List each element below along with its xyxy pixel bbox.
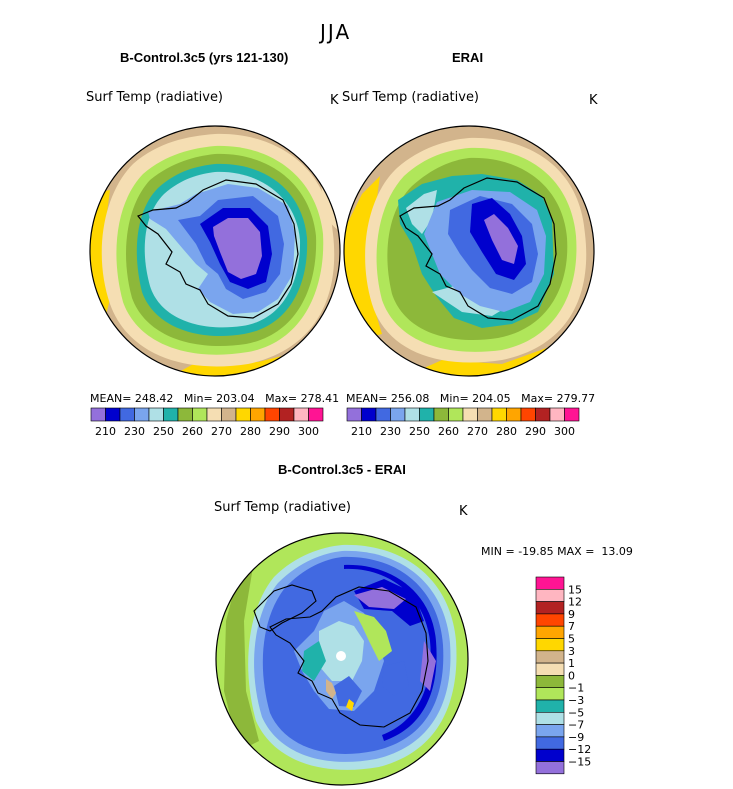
colorbar-swatch xyxy=(346,407,362,422)
colorbar-swatch xyxy=(433,407,449,422)
colorbar-tick-label: 280 xyxy=(496,425,517,438)
colorbar-swatch xyxy=(477,407,493,422)
colorbar-swatch xyxy=(264,407,280,422)
colorbar-swatch xyxy=(404,407,420,422)
colorbar-tick-label: 280 xyxy=(240,425,261,438)
obs-variable-name: Surf Temp (radiative) xyxy=(342,90,480,105)
colorbar-swatch xyxy=(535,589,565,602)
colorbar-tick-label: −12 xyxy=(568,743,591,756)
colorbar-swatch xyxy=(419,407,435,422)
diff-variable-name: Surf Temp (radiative) xyxy=(214,500,352,515)
colorbar-swatch xyxy=(462,407,478,422)
colorbar-swatch xyxy=(535,613,565,627)
colorbar-swatch xyxy=(520,407,536,422)
colorbar-swatch xyxy=(293,407,309,422)
colorbar-swatch xyxy=(535,687,565,701)
diff-polar-map xyxy=(215,532,469,786)
colorbar-swatch xyxy=(235,407,251,422)
colorbar-swatch xyxy=(535,407,551,422)
colorbar-swatch xyxy=(535,601,565,615)
colorbar-swatch xyxy=(279,407,295,422)
model-variable-name: Surf Temp (radiative) xyxy=(86,90,224,105)
colorbar-swatch xyxy=(206,407,222,422)
obs-polar-map xyxy=(343,125,595,377)
colorbar-swatch xyxy=(177,407,193,422)
colorbar-swatch xyxy=(549,407,565,422)
colorbar-swatch xyxy=(535,712,565,725)
obs-panel-title: ERAI xyxy=(452,50,484,65)
colorbar-tick-label: 260 xyxy=(438,425,459,438)
colorbar-tick-label: −9 xyxy=(568,731,584,744)
colorbar-tick-label: 260 xyxy=(182,425,203,438)
colorbar-tick-label: −1 xyxy=(568,682,584,695)
diff-panel-title: B-Control.3c5 - ERAI xyxy=(278,462,406,477)
colorbar-swatch xyxy=(535,699,565,713)
colorbar-tick-label: −3 xyxy=(568,694,584,707)
colorbar-swatch xyxy=(390,407,406,422)
colorbar-swatch xyxy=(361,407,377,422)
colorbar-swatch xyxy=(506,407,522,422)
colorbar-swatch xyxy=(90,407,106,422)
colorbar-tick-label: 3 xyxy=(568,645,575,658)
model-stats: MEAN= 248.42 Min= 203.04 Max= 278.41 xyxy=(90,392,340,405)
colorbar-tick-label: −5 xyxy=(568,706,584,719)
colorbar-swatch xyxy=(221,407,237,422)
colorbar-swatch xyxy=(535,736,565,750)
colorbar-swatch xyxy=(250,407,266,422)
model-panel-title: B-Control.3c5 (yrs 121-130) xyxy=(120,50,289,65)
colorbar-swatch xyxy=(148,407,164,422)
colorbar-tick-label: 290 xyxy=(269,425,290,438)
colorbar-tick-label: 9 xyxy=(568,608,575,621)
colorbar-tick-label: 210 xyxy=(95,425,116,438)
season-title: JJA xyxy=(320,20,352,44)
colorbar-swatch xyxy=(535,638,565,652)
colorbar-swatch xyxy=(535,650,565,664)
colorbar-swatch xyxy=(535,625,565,639)
diff-units: K xyxy=(459,504,468,519)
obs-units: K xyxy=(589,93,598,108)
colorbar-swatch xyxy=(535,675,565,689)
colorbar-swatch xyxy=(535,761,565,775)
colorbar-swatch xyxy=(105,407,121,422)
colorbar-tick-label: 15 xyxy=(568,583,582,596)
colorbar-swatch xyxy=(119,407,135,422)
obs-stats: MEAN= 256.08 Min= 204.05 Max= 279.77 xyxy=(346,392,596,405)
colorbar-tick-label: 300 xyxy=(554,425,575,438)
diff-stats: MIN = -19.85 MAX = 13.09 xyxy=(481,545,633,558)
colorbar-tick-label: 12 xyxy=(568,596,582,609)
colorbar-swatch xyxy=(448,407,464,422)
model-units: K xyxy=(330,93,339,108)
colorbar-tick-label: −7 xyxy=(568,719,584,732)
model-colorbar: 210 230 250 260 270 280 290 300 xyxy=(90,407,324,438)
colorbar-tick-label: 5 xyxy=(568,633,575,646)
model-polar-map xyxy=(89,125,341,377)
colorbar-tick-label: 0 xyxy=(568,669,575,682)
colorbar-tick-label: 230 xyxy=(380,425,401,438)
obs-colorbar: 210 230 250 260 270 280 290 300 xyxy=(346,407,580,438)
colorbar-tick-label: 270 xyxy=(467,425,488,438)
colorbar-tick-label: 250 xyxy=(153,425,174,438)
colorbar-tick-label: 210 xyxy=(351,425,372,438)
colorbar-swatch xyxy=(535,662,565,676)
colorbar-swatch xyxy=(308,407,324,422)
colorbar-swatch xyxy=(535,724,565,738)
colorbar-tick-label: 300 xyxy=(298,425,319,438)
colorbar-tick-label: −15 xyxy=(568,756,591,769)
colorbar-swatch xyxy=(134,407,150,422)
colorbar-tick-label: 7 xyxy=(568,620,575,633)
colorbar-tick-label: 270 xyxy=(211,425,232,438)
colorbar-swatch xyxy=(192,407,208,422)
colorbar-swatch xyxy=(535,576,565,590)
colorbar-swatch xyxy=(491,407,507,422)
colorbar-tick-label: 230 xyxy=(124,425,145,438)
colorbar-swatch xyxy=(535,748,565,762)
colorbar-tick-label: 1 xyxy=(568,657,575,670)
colorbar-tick-label: 290 xyxy=(525,425,546,438)
colorbar-tick-label: 250 xyxy=(409,425,430,438)
colorbar-swatch xyxy=(375,407,391,422)
colorbar-swatch xyxy=(564,407,580,422)
colorbar-swatch xyxy=(163,407,179,422)
